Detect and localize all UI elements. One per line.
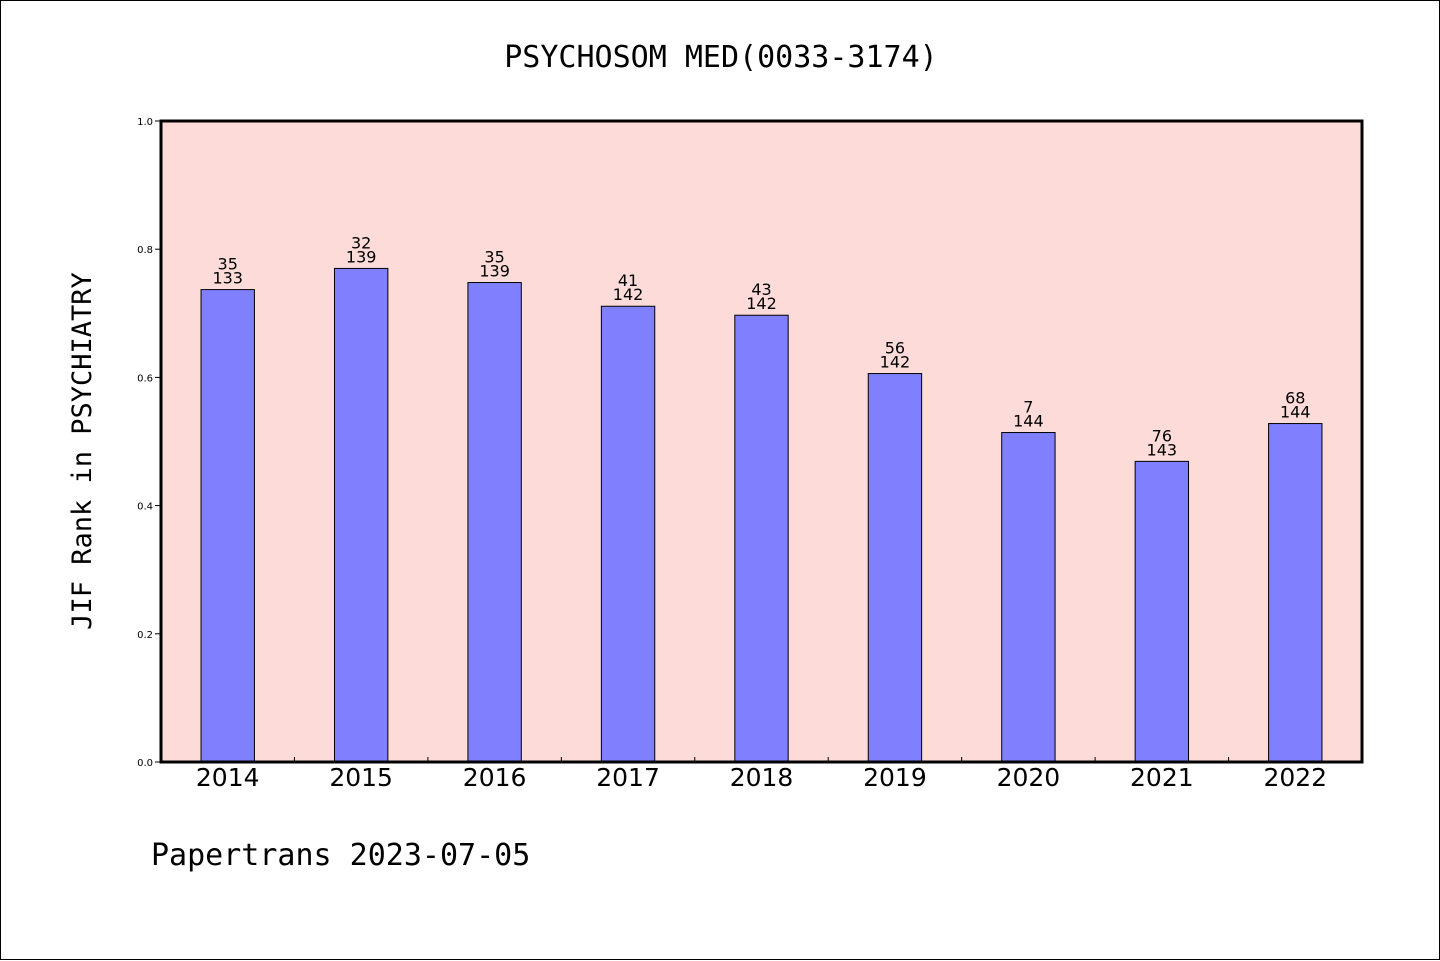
bar-label-rank: 35 <box>484 248 504 267</box>
y-tick-label: 0.2 <box>137 630 153 641</box>
x-tick-label: 2016 <box>463 763 527 792</box>
bar-2016 <box>467 282 522 763</box>
bar-label-rank: 32 <box>351 233 371 252</box>
x-tick-label: 2021 <box>1130 763 1194 792</box>
bar-label-total: 142 <box>746 294 777 313</box>
bar-2019 <box>867 373 923 763</box>
bar-label-total: 142 <box>613 285 644 304</box>
bar-label-rank: 56 <box>885 339 905 358</box>
x-tick-label: 2015 <box>329 763 393 792</box>
bar-2015 <box>333 267 389 763</box>
bar-label-rank: 76 <box>1152 426 1172 445</box>
x-tick-label: 2022 <box>1263 763 1327 792</box>
bar-2014 <box>200 289 255 763</box>
y-tick-label: 0.6 <box>137 373 153 384</box>
chart-title: PSYCHOSOM MED(0033-3174) <box>504 40 937 75</box>
bar-label-rank: 43 <box>751 280 771 299</box>
footer-credit: Papertrans 2023-07-05 <box>151 838 530 873</box>
bar-2021 <box>1134 460 1190 763</box>
y-tick-label: 0.4 <box>137 502 153 513</box>
bar-label-rank: 41 <box>618 271 638 290</box>
x-tick-label: 2014 <box>196 763 260 792</box>
y-axis-label: JIF Rank in PSYCHIATRY <box>67 272 98 630</box>
bar-label-total: 139 <box>346 247 377 266</box>
x-tick-label: 2020 <box>997 763 1061 792</box>
y-tick-label: 1.0 <box>137 117 153 128</box>
bar-2017 <box>600 305 656 763</box>
bar-label-total: 133 <box>212 269 243 288</box>
y-axis-ticks: 0.0 0.2 0.4 0.6 0.8 1.0 <box>137 117 161 769</box>
x-tick-label: 2018 <box>730 763 794 792</box>
x-axis-ticks: 2014 2015 2016 2017 2018 2019 2020 2021 2022 <box>196 757 1327 792</box>
bar-label-total: 142 <box>880 353 911 372</box>
bar-label-total: 144 <box>1280 403 1311 422</box>
bar-label-rank: 7 <box>1023 398 1033 417</box>
bar-2020 <box>1001 432 1056 763</box>
bar-label-total: 144 <box>1013 412 1044 431</box>
y-tick-label: 0.0 <box>137 758 153 769</box>
bars <box>200 267 1323 763</box>
bar-2018 <box>734 314 789 763</box>
bar-label-rank: 68 <box>1285 389 1305 408</box>
bar-label-total: 139 <box>479 262 510 281</box>
bar-label-rank: 35 <box>218 255 238 274</box>
bar-2022 <box>1268 423 1323 763</box>
bar-label-total: 143 <box>1147 440 1178 459</box>
y-tick-label: 0.8 <box>137 245 153 256</box>
x-tick-label: 2017 <box>596 763 660 792</box>
x-tick-label: 2019 <box>863 763 927 792</box>
plot-frame <box>159 119 1364 764</box>
